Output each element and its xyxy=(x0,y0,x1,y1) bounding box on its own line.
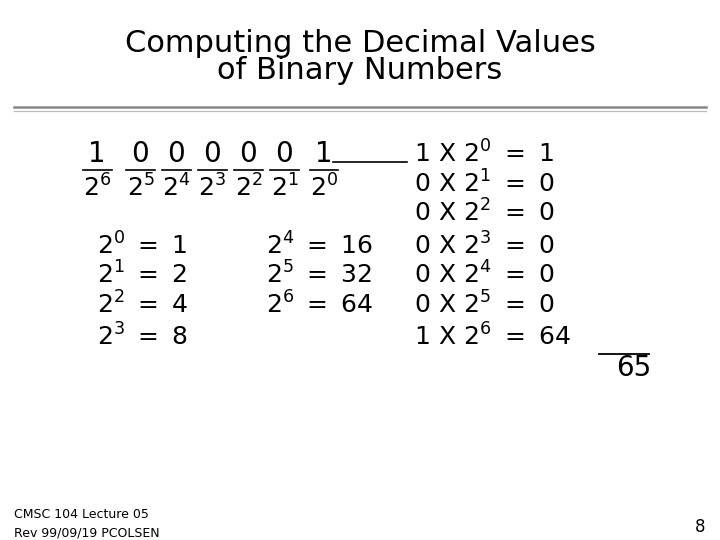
Text: CMSC 104 Lecture 05
Rev 99/09/19 PCOLSEN: CMSC 104 Lecture 05 Rev 99/09/19 PCOLSEN xyxy=(14,508,160,539)
Text: $2^0$: $2^0$ xyxy=(310,174,338,201)
Text: $2^1$: $2^1$ xyxy=(271,174,298,201)
Text: 0: 0 xyxy=(240,140,257,168)
Text: $2^5$: $2^5$ xyxy=(127,174,154,201)
Text: 0: 0 xyxy=(204,140,221,168)
Text: $2^{5}\ =\ 32$: $2^{5}\ =\ 32$ xyxy=(266,262,373,289)
Text: $2^{3}\ =\ 8$: $2^{3}\ =\ 8$ xyxy=(97,324,189,351)
Text: $2^{4}\ =\ 16$: $2^{4}\ =\ 16$ xyxy=(266,232,374,259)
Text: 65: 65 xyxy=(616,354,651,382)
Text: $2^4$: $2^4$ xyxy=(162,174,191,201)
Text: 1: 1 xyxy=(315,140,333,168)
Text: $2^{6}\ =\ 64$: $2^{6}\ =\ 64$ xyxy=(266,292,374,319)
Text: Computing the Decimal Values: Computing the Decimal Values xyxy=(125,29,595,58)
Text: $1\ \mathregular{X}\ 2^{6}\ =\ 64$: $1\ \mathregular{X}\ 2^{6}\ =\ 64$ xyxy=(414,324,571,351)
Text: $2^2$: $2^2$ xyxy=(235,174,262,201)
Text: $0\ \mathregular{X}\ 2^{4}\ =\ 0$: $0\ \mathregular{X}\ 2^{4}\ =\ 0$ xyxy=(414,262,554,289)
Text: $0\ \mathregular{X}\ 2^{5}\ =\ 0$: $0\ \mathregular{X}\ 2^{5}\ =\ 0$ xyxy=(414,292,554,319)
Text: of Binary Numbers: of Binary Numbers xyxy=(217,56,503,85)
Text: 0: 0 xyxy=(132,140,149,168)
Text: 0: 0 xyxy=(168,140,185,168)
Text: $2^6$: $2^6$ xyxy=(83,174,112,201)
Text: $2^{0}\ =\ 1$: $2^{0}\ =\ 1$ xyxy=(97,232,188,259)
Text: $0\ \mathregular{X}\ 2^{2}\ =\ 0$: $0\ \mathregular{X}\ 2^{2}\ =\ 0$ xyxy=(414,200,554,227)
Text: $2^{1}\ =\ 2$: $2^{1}\ =\ 2$ xyxy=(97,262,188,289)
Text: 8: 8 xyxy=(695,517,706,536)
Text: $0\ \mathregular{X}\ 2^{3}\ =\ 0$: $0\ \mathregular{X}\ 2^{3}\ =\ 0$ xyxy=(414,232,554,259)
Text: 0: 0 xyxy=(276,140,293,168)
Text: 1: 1 xyxy=(89,140,106,168)
Text: $1\ \mathregular{X}\ 2^{0}\ =\ 1$: $1\ \mathregular{X}\ 2^{0}\ =\ 1$ xyxy=(414,140,554,167)
Text: $2^3$: $2^3$ xyxy=(199,174,226,201)
Text: $2^{2}\ =\ 4$: $2^{2}\ =\ 4$ xyxy=(97,292,189,319)
Text: $0\ \mathregular{X}\ 2^{1}\ =\ 0$: $0\ \mathregular{X}\ 2^{1}\ =\ 0$ xyxy=(414,170,554,197)
